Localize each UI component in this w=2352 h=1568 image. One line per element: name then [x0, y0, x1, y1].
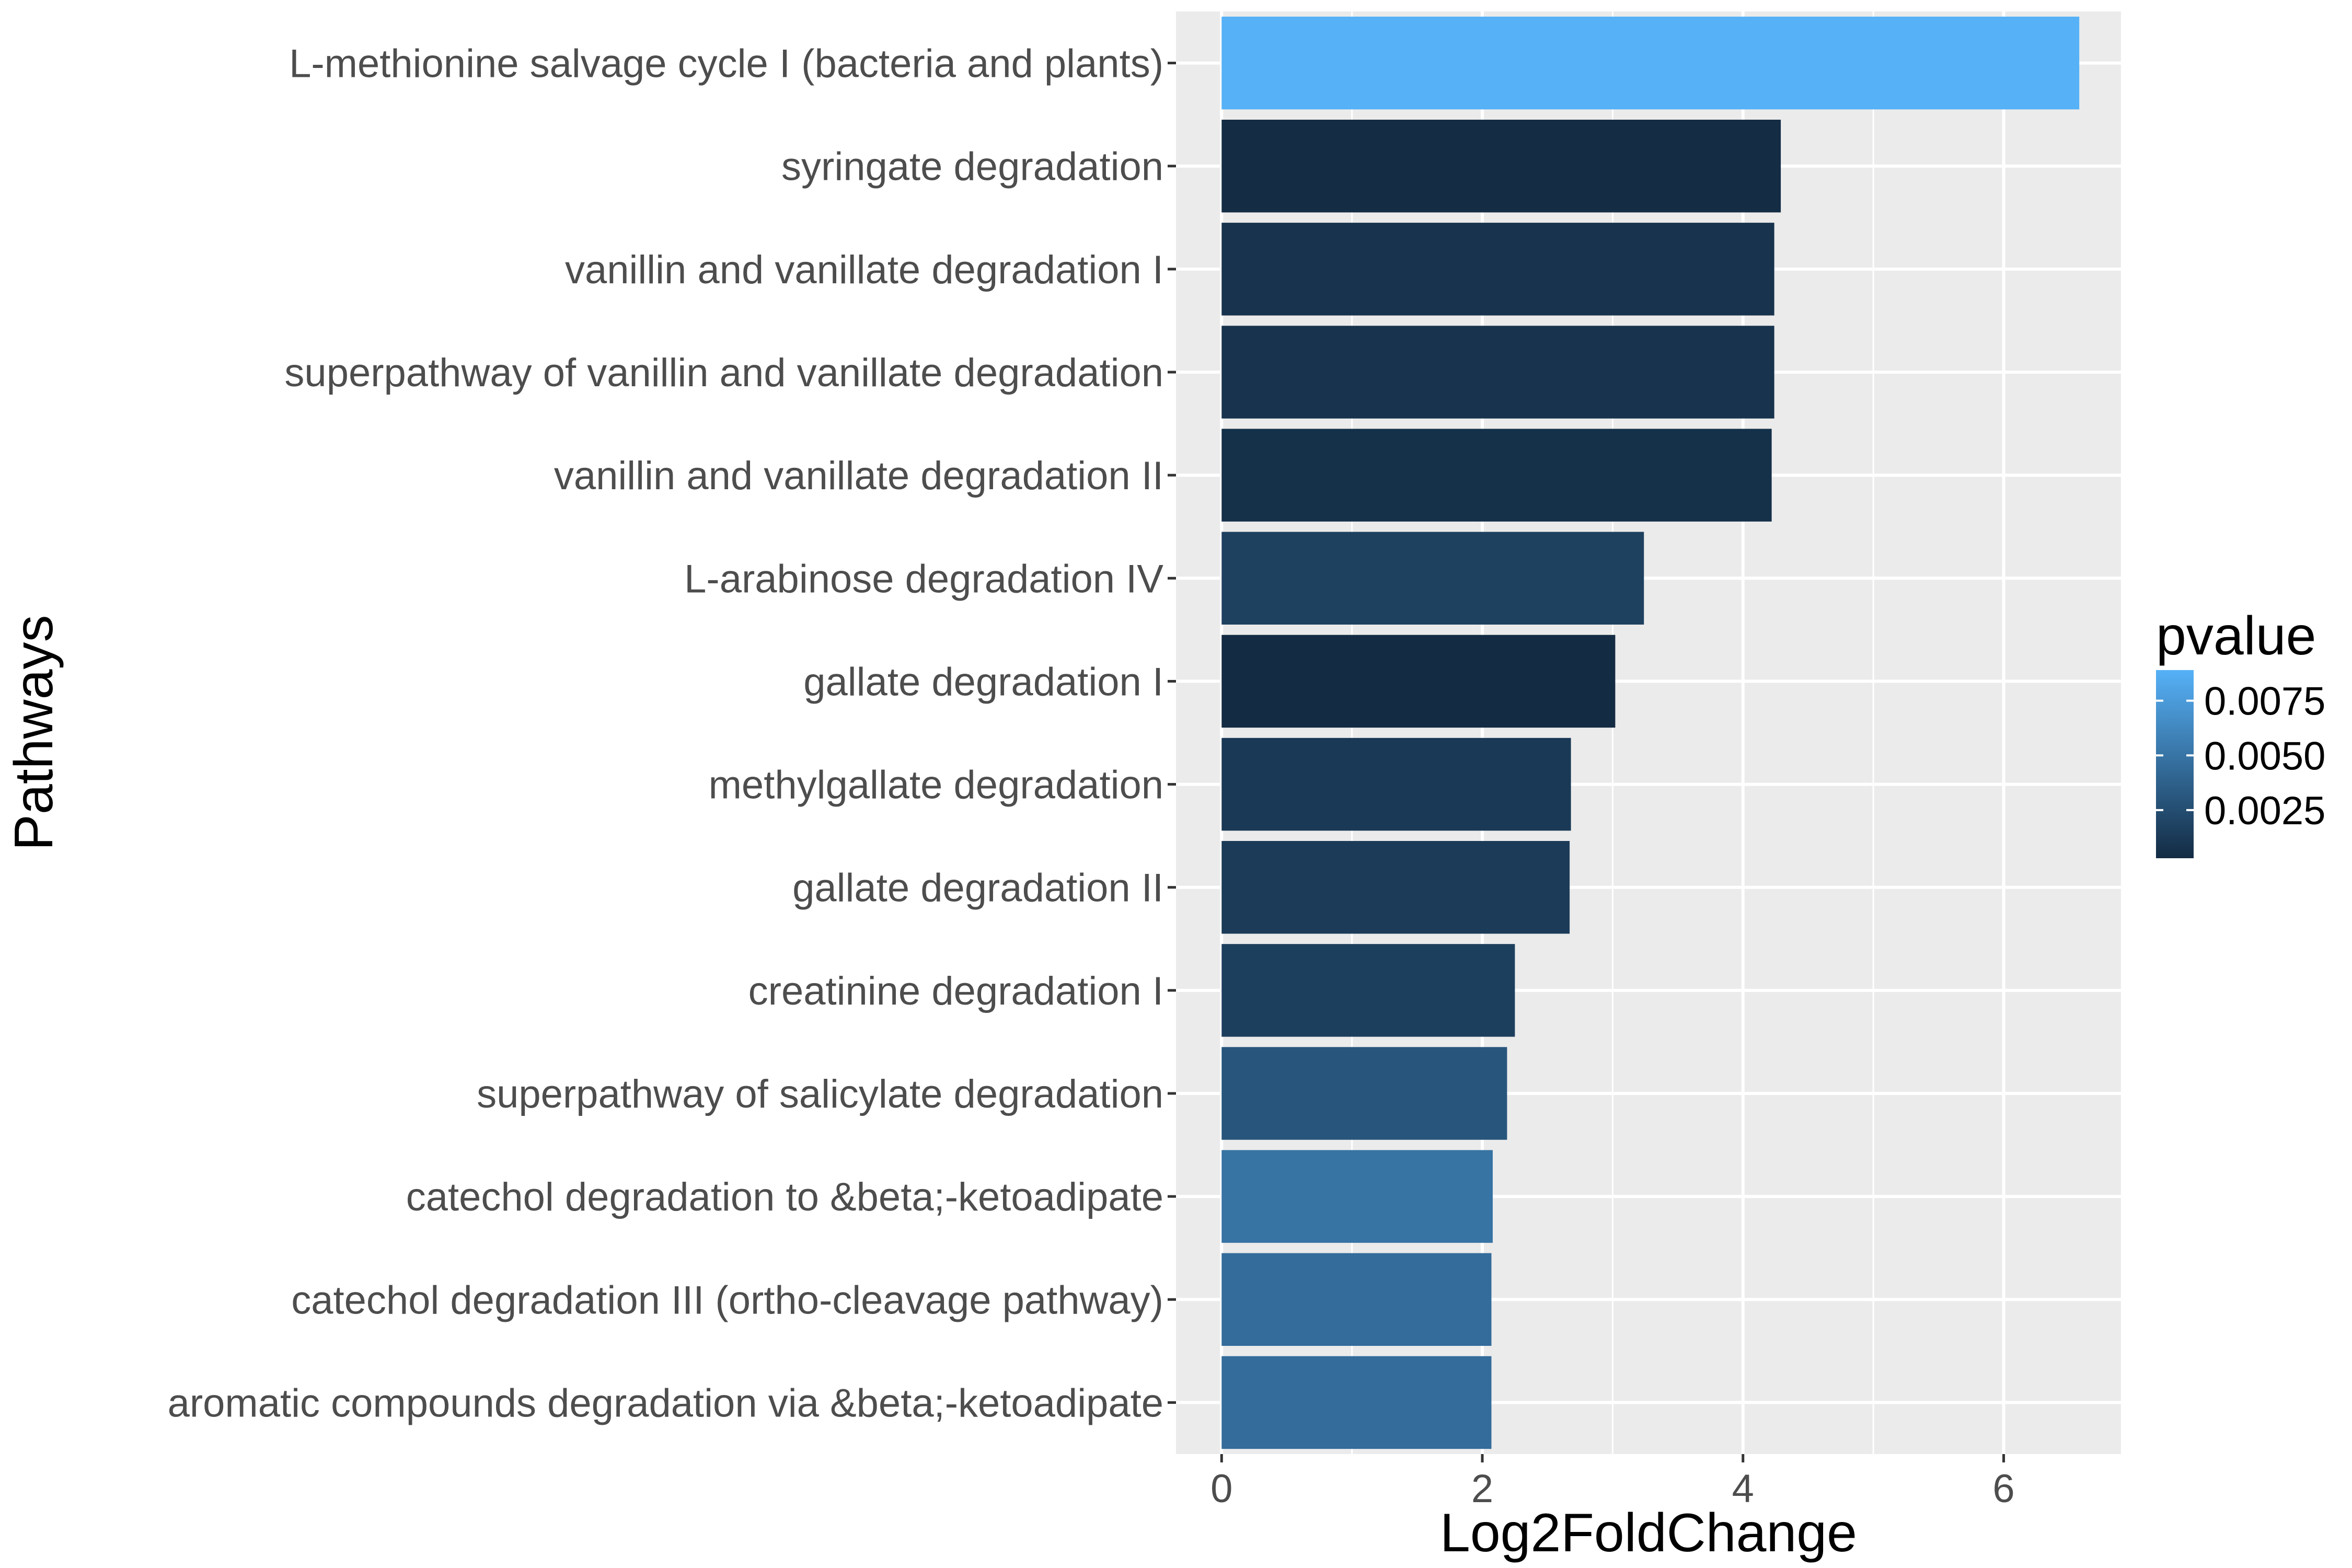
bar — [1221, 1356, 1492, 1449]
legend-tick-label: 0.0075 — [2204, 679, 2325, 724]
y-tick-label: vanillin and vanillate degradation I — [565, 248, 1163, 292]
y-tick-label: superpathway of salicylate degradation — [477, 1072, 1163, 1116]
legend-tick-label: 0.0050 — [2204, 734, 2325, 778]
bar — [1221, 532, 1644, 625]
bar — [1221, 120, 1781, 213]
legend-tick-label: 0.0025 — [2204, 789, 2325, 833]
y-tick-label: L-methionine salvage cycle I (bacteria a… — [289, 42, 1163, 86]
legend-colorbar — [2156, 670, 2194, 858]
legend-ticks: 0.0075 0.0050 0.0025 — [2156, 679, 2325, 833]
y-tick-label: gallate degradation II — [792, 866, 1163, 910]
bar — [1221, 326, 1774, 419]
y-tick-label: aromatic compounds degradation via &beta… — [168, 1381, 1163, 1425]
y-tick-label: creatinine degradation I — [748, 969, 1163, 1013]
y-axis-title: Pathways — [4, 615, 64, 851]
color-legend: pvalue 0.0075 0.0050 0.0025 — [2156, 606, 2325, 858]
bar — [1221, 944, 1515, 1037]
bar — [1221, 635, 1616, 728]
bar — [1221, 1047, 1507, 1140]
y-tick-label: syringate degradation — [781, 145, 1163, 189]
y-tick-label: methylgallate degradation — [709, 763, 1163, 808]
x-axis-ticks: 0 2 4 6 — [1210, 1454, 2015, 1511]
bar — [1221, 1150, 1493, 1243]
y-tick-label: L-arabinose degradation IV — [684, 557, 1163, 601]
y-tick-label: superpathway of vanillin and vanillate d… — [284, 351, 1163, 395]
y-tick-label: catechol degradation to &beta;-ketoadipa… — [406, 1175, 1163, 1219]
bar — [1221, 737, 1571, 831]
x-tick-label: 6 — [1992, 1467, 2014, 1511]
x-tick-label: 0 — [1210, 1467, 1232, 1511]
bar — [1221, 16, 2080, 110]
bar — [1221, 223, 1774, 316]
y-tick-label: gallate degradation I — [803, 660, 1163, 704]
bar — [1221, 1253, 1492, 1346]
x-axis-title: Log2FoldChange — [1440, 1503, 1857, 1563]
bar — [1221, 841, 1570, 934]
y-tick-label: vanillin and vanillate degradation II — [554, 454, 1163, 498]
x-tick-label: 4 — [1732, 1467, 1754, 1511]
y-axis-ticks: L-methionine salvage cycle I (bacteria a… — [168, 42, 1176, 1425]
y-tick-label: catechol degradation III (ortho-cleavage… — [291, 1278, 1163, 1322]
x-tick-label: 2 — [1471, 1467, 1493, 1511]
bar — [1221, 429, 1772, 522]
bars — [1221, 16, 2080, 1449]
legend-title: pvalue — [2156, 606, 2316, 666]
